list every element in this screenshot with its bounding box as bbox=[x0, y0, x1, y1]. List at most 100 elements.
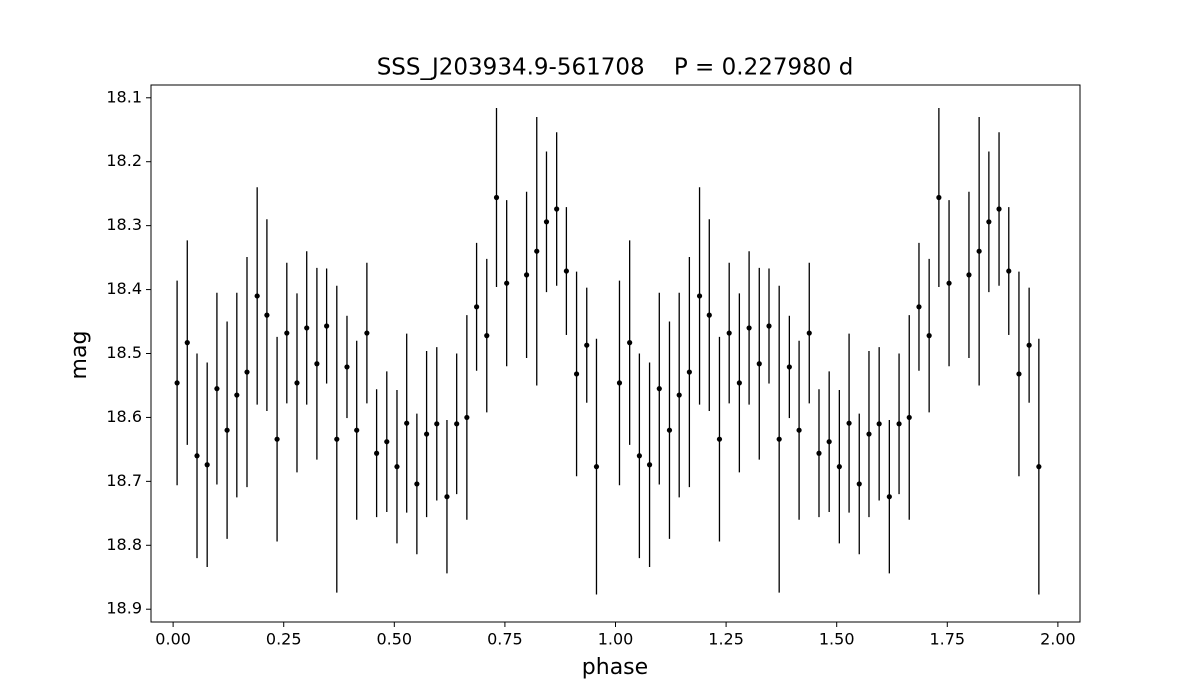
data-point bbox=[756, 361, 762, 367]
data-point bbox=[846, 420, 852, 426]
data-point bbox=[856, 481, 862, 487]
data-point bbox=[424, 431, 430, 437]
x-tick-label: 1.00 bbox=[598, 630, 634, 649]
data-point bbox=[716, 436, 723, 442]
x-tick-label: 2.00 bbox=[1040, 630, 1076, 649]
data-point bbox=[473, 304, 480, 310]
data-point bbox=[916, 304, 922, 310]
data-point bbox=[354, 427, 360, 433]
data-point bbox=[776, 436, 782, 442]
data-point bbox=[294, 380, 300, 386]
data-point bbox=[726, 330, 732, 336]
data-point bbox=[866, 431, 872, 437]
data-point bbox=[434, 421, 440, 427]
data-point bbox=[543, 219, 550, 225]
data-point bbox=[244, 369, 250, 375]
x-tick-label: 1.50 bbox=[819, 630, 855, 649]
data-point bbox=[593, 464, 600, 470]
x-tick-label: 0.75 bbox=[487, 630, 523, 649]
data-point bbox=[1036, 464, 1042, 470]
data-point bbox=[966, 272, 972, 278]
data-point bbox=[174, 380, 180, 386]
x-tick-label: 1.25 bbox=[708, 630, 744, 649]
data-point bbox=[523, 272, 530, 278]
data-point bbox=[394, 464, 400, 470]
y-axis-label: mag bbox=[67, 331, 92, 380]
data-point bbox=[796, 427, 802, 433]
data-point bbox=[584, 342, 590, 348]
data-point bbox=[766, 323, 772, 329]
data-point bbox=[826, 439, 832, 445]
data-point bbox=[656, 386, 662, 392]
data-point bbox=[706, 312, 712, 318]
data-point bbox=[214, 386, 220, 392]
data-point bbox=[444, 494, 450, 500]
y-tick-label: 18.6 bbox=[106, 407, 142, 426]
data-point bbox=[1006, 268, 1012, 274]
data-point bbox=[896, 421, 902, 427]
data-point bbox=[946, 280, 952, 286]
data-point bbox=[936, 194, 942, 201]
data-point bbox=[996, 206, 1002, 212]
data-point bbox=[976, 248, 982, 254]
y-tick-label: 18.1 bbox=[106, 87, 142, 106]
data-point bbox=[454, 421, 460, 427]
data-point bbox=[906, 414, 912, 421]
y-tick-label: 18.5 bbox=[106, 343, 142, 362]
data-point bbox=[636, 453, 642, 459]
data-point bbox=[836, 464, 842, 470]
data-point bbox=[264, 312, 270, 318]
data-point bbox=[696, 293, 703, 299]
data-point bbox=[736, 380, 742, 386]
y-tick-label: 18.4 bbox=[106, 279, 142, 298]
data-point bbox=[493, 194, 500, 201]
x-tick-label: 0.50 bbox=[376, 630, 412, 649]
data-point bbox=[563, 268, 569, 274]
x-tick-label: 0.25 bbox=[266, 630, 302, 649]
data-point bbox=[344, 364, 350, 370]
data-point bbox=[184, 340, 190, 346]
y-tick-label: 18.7 bbox=[106, 471, 142, 490]
data-point bbox=[374, 450, 380, 456]
data-point bbox=[314, 361, 320, 367]
y-tick-label: 18.8 bbox=[106, 535, 142, 554]
x-tick-label: 0.00 bbox=[155, 630, 191, 649]
chart-title: SSS_J203934.9-561708 P = 0.227980 d bbox=[377, 55, 854, 81]
data-point bbox=[284, 330, 290, 336]
data-point bbox=[274, 436, 280, 442]
data-point bbox=[1016, 371, 1022, 377]
y-tick-label: 18.3 bbox=[106, 215, 142, 234]
data-point bbox=[676, 392, 682, 398]
data-point bbox=[334, 436, 340, 442]
y-tick-label: 18.9 bbox=[106, 599, 142, 618]
data-point bbox=[504, 280, 510, 286]
data-point bbox=[573, 371, 580, 377]
data-point bbox=[304, 325, 310, 331]
data-point bbox=[234, 392, 240, 398]
data-point bbox=[627, 340, 633, 346]
x-tick-label: 1.75 bbox=[929, 630, 965, 649]
data-point bbox=[926, 333, 932, 339]
data-point bbox=[686, 369, 692, 375]
data-point bbox=[484, 333, 490, 339]
y-tick-label: 18.2 bbox=[106, 151, 142, 170]
data-point bbox=[404, 420, 410, 426]
data-point bbox=[464, 414, 470, 421]
data-point bbox=[616, 380, 623, 386]
data-point bbox=[194, 453, 200, 459]
data-point bbox=[876, 421, 882, 427]
data-point bbox=[414, 481, 420, 487]
data-point bbox=[816, 450, 822, 456]
data-point bbox=[786, 364, 792, 370]
data-point bbox=[384, 439, 390, 445]
data-point bbox=[364, 330, 370, 336]
data-point bbox=[886, 494, 892, 500]
data-point bbox=[554, 206, 560, 212]
data-point bbox=[254, 293, 260, 299]
data-point bbox=[806, 330, 812, 336]
plot-frame bbox=[150, 84, 1081, 623]
data-point bbox=[324, 323, 330, 329]
data-point bbox=[1026, 342, 1032, 348]
data-point bbox=[646, 462, 653, 468]
